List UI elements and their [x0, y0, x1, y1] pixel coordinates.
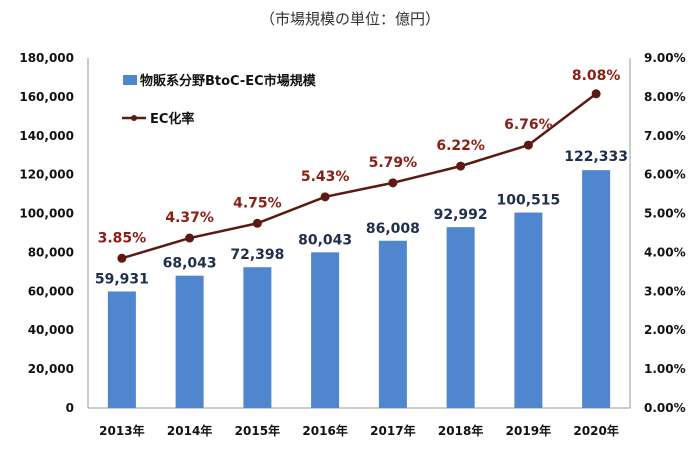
- right-tick-label: 0.00%: [644, 401, 686, 415]
- legend-line-label: EC化率: [150, 111, 194, 127]
- rate-line: [121, 92, 597, 260]
- legend: 物販系分野BtoC-EC市場規模 EC化率: [122, 73, 317, 127]
- right-tick-label: 9.00%: [644, 51, 686, 65]
- rate-value-label: 5.79%: [369, 155, 418, 171]
- left-tick-label: 80,000: [28, 245, 74, 259]
- bar-value-label: 122,333: [564, 149, 628, 165]
- x-tick-label: 2018年: [438, 423, 483, 438]
- left-tick-label: 0: [66, 401, 74, 415]
- bar: [175, 275, 204, 408]
- right-tick-label: 8.00%: [644, 90, 686, 104]
- left-tick-label: 160,000: [19, 90, 74, 104]
- unit-note: （市場規模の単位：億円）: [260, 10, 440, 28]
- rate-point: [252, 218, 262, 228]
- rate-point: [117, 253, 127, 263]
- x-tick-label: 2019年: [506, 423, 551, 438]
- bar-value-label: 72,398: [230, 247, 284, 263]
- data-labels: 59,931 68,043 72,398 80,043 86,008 92,992 100,…: [95, 68, 628, 288]
- right-tick-label: 5.00%: [644, 207, 686, 221]
- x-tick-label: 2014年: [167, 423, 212, 438]
- right-tick-label: 7.00%: [644, 129, 686, 143]
- bar: [243, 267, 272, 408]
- bar-value-label: 59,931: [95, 271, 149, 287]
- bar-value-label: 100,515: [496, 193, 560, 209]
- rate-value-label: 4.75%: [233, 195, 282, 211]
- rate-point: [456, 161, 466, 171]
- bar: [514, 212, 543, 408]
- rate-point: [185, 233, 195, 243]
- rate-value-label: 3.85%: [98, 230, 147, 246]
- right-tick-label: 2.00%: [644, 323, 686, 337]
- left-tick-label: 40,000: [28, 323, 74, 337]
- rate-point: [523, 140, 533, 150]
- rate-point: [591, 89, 601, 99]
- rate-value-label: 6.22%: [436, 138, 485, 154]
- left-tick-label: 180,000: [19, 51, 74, 65]
- legend-bar-label: 物販系分野BtoC-EC市場規模: [140, 73, 317, 89]
- bar-value-label: 68,043: [163, 256, 217, 272]
- bar-value-label: 86,008: [366, 221, 420, 237]
- rate-value-label: 4.37%: [165, 210, 214, 226]
- legend-line-marker: [131, 115, 137, 121]
- rate-value-label: 8.08%: [572, 68, 621, 84]
- rate-point: [320, 192, 330, 202]
- x-tick-label: 2013年: [99, 423, 144, 438]
- right-tick-label: 4.00%: [644, 245, 686, 259]
- bar: [378, 240, 407, 408]
- x-tick-label: 2016年: [302, 423, 347, 438]
- x-tick-label: 2020年: [573, 423, 618, 438]
- left-tick-label: 20,000: [28, 362, 74, 376]
- right-tick-label: 3.00%: [644, 284, 686, 298]
- bar-value-label: 80,043: [298, 232, 352, 248]
- legend-bar-swatch: [123, 75, 137, 85]
- left-tick-label: 60,000: [28, 284, 74, 298]
- bars-series: [107, 170, 611, 408]
- left-tick-label: 100,000: [19, 207, 74, 221]
- bar: [311, 252, 340, 408]
- left-tick-label: 140,000: [19, 129, 74, 143]
- right-tick-label: 1.00%: [644, 362, 686, 376]
- bar: [446, 227, 475, 408]
- rate-value-label: 5.43%: [301, 169, 350, 185]
- rate-value-label: 6.76%: [504, 117, 553, 133]
- left-tick-label: 120,000: [19, 168, 74, 182]
- axes: 0 20,000 40,000 60,000 80,000 100,000 120,000 1…: [19, 51, 685, 438]
- right-tick-label: 6.00%: [644, 168, 686, 182]
- bar: [582, 170, 611, 408]
- bar: [107, 291, 136, 408]
- bar-value-label: 92,992: [434, 207, 488, 223]
- rate-series: [117, 89, 601, 263]
- x-tick-label: 2017年: [370, 423, 415, 438]
- x-tick-label: 2015年: [235, 423, 280, 438]
- rate-point: [388, 178, 398, 188]
